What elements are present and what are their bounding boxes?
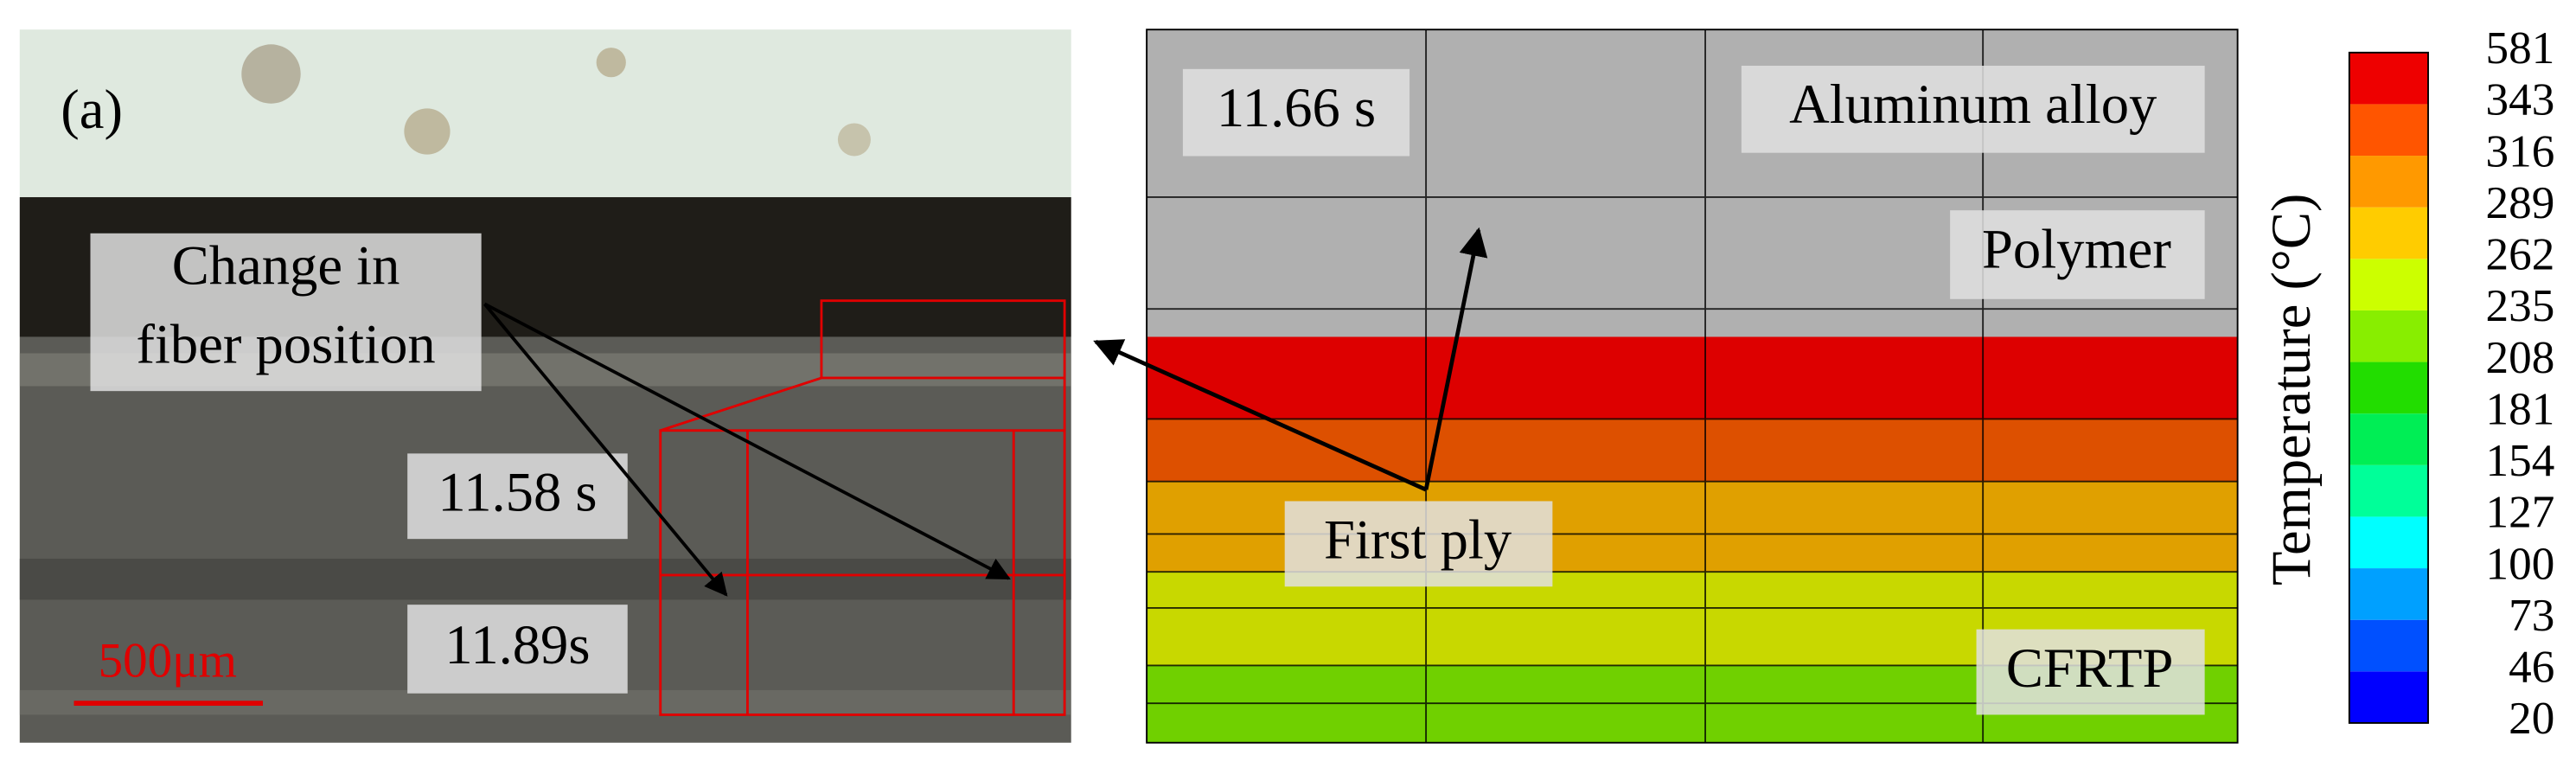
- colorbar-band: [2349, 671, 2429, 723]
- colorbar-band: [2349, 310, 2429, 362]
- layer-label: CFRTP: [2006, 637, 2174, 699]
- colorbar-band: [2349, 52, 2429, 105]
- colorbar-band: [2349, 413, 2429, 465]
- colorbar-tick-label: 46: [2509, 642, 2554, 693]
- colorbar-tick-label: 262: [2486, 229, 2555, 280]
- panel-label: (a): [61, 78, 123, 141]
- colorbar: Temperature (°C) 20467310012715418120823…: [2260, 22, 2554, 744]
- colorbar-tick-label: 127: [2486, 487, 2555, 538]
- colorbar-tick-label: 581: [2486, 22, 2555, 74]
- colorbar-tick-label: 181: [2486, 383, 2555, 434]
- colorbar-tick-label: 73: [2509, 590, 2554, 641]
- annotation: Change in fiber position: [136, 234, 435, 374]
- micrograph: (a) Change in fiber position 11.58 s 11.8…: [19, 29, 1071, 743]
- colorbar-tick-label: 289: [2486, 177, 2555, 228]
- layer-label: Polymer: [1982, 217, 2171, 279]
- time-label: 11.58 s: [438, 460, 597, 522]
- colorbar-tick-label: 235: [2486, 280, 2555, 331]
- time-label: 11.66 s: [1217, 76, 1376, 138]
- colorbar-tick-label: 208: [2486, 332, 2555, 383]
- colorbar-band: [2349, 259, 2429, 310]
- colorbar-tick-label: 316: [2486, 125, 2555, 176]
- colorbar-band: [2349, 362, 2429, 414]
- aluminum-region: [19, 29, 1071, 197]
- colorbar-tick-label: 100: [2486, 538, 2555, 589]
- simulation: 11.66 s Aluminum alloy Polymer First ply…: [1093, 29, 2239, 744]
- colorbar-tick-label: 20: [2509, 693, 2554, 744]
- colorbar-frame: [2348, 51, 2429, 724]
- colorbar-band: [2349, 104, 2429, 157]
- colorbar-band: [2349, 156, 2429, 208]
- colorbar-tick-label: 154: [2486, 435, 2555, 486]
- colorbar-band: [2349, 568, 2429, 620]
- scale-bar-label: 500μm: [99, 634, 237, 688]
- time-label: 11.89s: [444, 613, 590, 675]
- layer-label: First ply: [1324, 509, 1512, 571]
- colorbar-band: [2349, 516, 2429, 569]
- colorbar-tick-label: 343: [2486, 74, 2555, 125]
- colorbar-band: [2349, 207, 2429, 259]
- layer-label: Aluminum alloy: [1789, 73, 2157, 135]
- colorbar-band: [2349, 619, 2429, 672]
- colorbar-band: [2349, 464, 2429, 517]
- colorbar-title: Temperature (°C): [2260, 194, 2323, 586]
